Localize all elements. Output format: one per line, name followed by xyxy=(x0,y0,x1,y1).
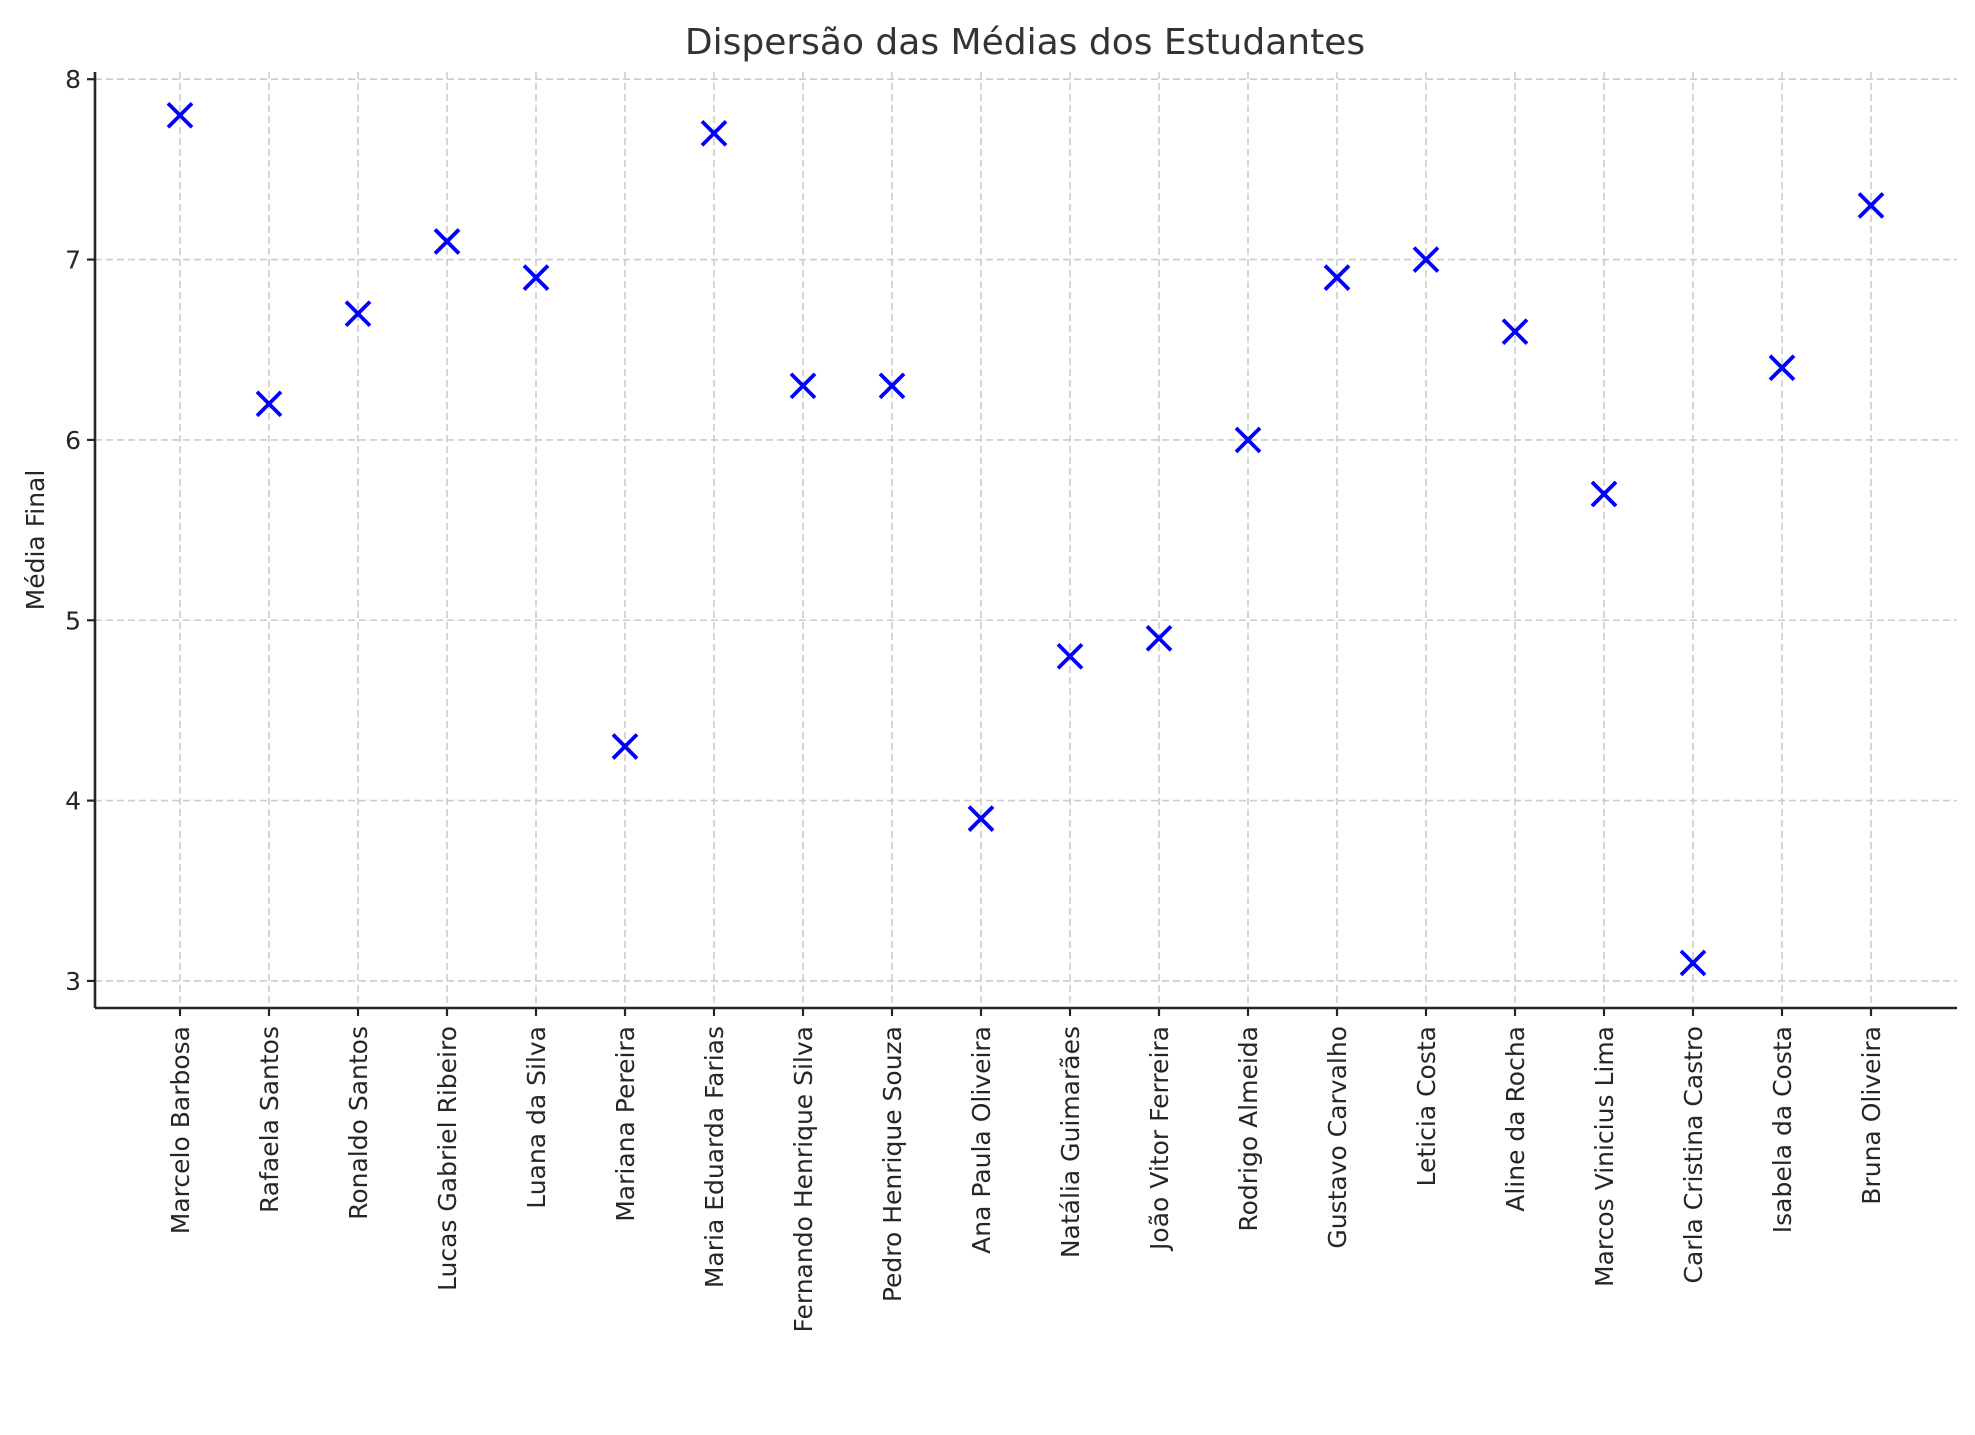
x-tick-label: Ana Paula Oliveira xyxy=(967,1026,996,1254)
data-point-x-marker xyxy=(255,390,283,418)
data-point-x-marker xyxy=(1768,354,1796,382)
y-tick-label: 8 xyxy=(65,65,81,94)
data-point-x-marker xyxy=(166,101,194,129)
x-tick-label: Lucas Gabriel Ribeiro xyxy=(433,1026,462,1291)
x-tick-label: Carla Cristina Castro xyxy=(1679,1026,1708,1283)
x-tick-label: Maria Eduarda Farias xyxy=(700,1026,729,1288)
y-tick-label: 5 xyxy=(65,606,81,635)
data-point-x-marker xyxy=(1501,318,1529,346)
y-tick-label: 7 xyxy=(65,246,81,275)
x-tick-label: Marcelo Barbosa xyxy=(166,1026,195,1234)
x-tick-label: Rodrigo Almeida xyxy=(1234,1026,1263,1232)
data-point-x-marker xyxy=(1323,264,1351,291)
data-point-x-marker xyxy=(1234,426,1262,454)
chart-title: Dispersão das Médias dos Estudantes xyxy=(685,22,1365,63)
x-tick-label: Aline da Rocha xyxy=(1501,1026,1530,1212)
grid-lines xyxy=(95,72,1957,1008)
data-point-x-marker xyxy=(1412,246,1440,273)
x-tick-label: João Vitor Ferreira xyxy=(1145,1026,1174,1252)
x-tick-label: Ronaldo Santos xyxy=(344,1026,373,1220)
x-tick-label: Leticia Costa xyxy=(1412,1026,1441,1186)
y-tick-label: 3 xyxy=(65,967,81,996)
data-point-x-marker xyxy=(522,264,550,291)
data-point-x-marker xyxy=(878,372,906,400)
y-tick-label: 6 xyxy=(65,426,81,455)
data-points xyxy=(166,101,1885,977)
data-point-x-marker xyxy=(1056,642,1084,670)
data-point-x-marker xyxy=(1145,624,1173,652)
data-point-x-marker xyxy=(1679,949,1707,977)
x-tick-label: Rafaela Santos xyxy=(255,1026,284,1213)
y-axis-label: Média Final xyxy=(21,470,50,611)
x-tick-label: Bruna Oliveira xyxy=(1857,1026,1886,1205)
data-point-x-marker xyxy=(611,733,639,760)
x-tick-label: Natália Guimarães xyxy=(1056,1026,1085,1258)
x-tick-label: Isabela da Costa xyxy=(1768,1026,1797,1233)
x-tick-label: Pedro Henrique Souza xyxy=(878,1026,907,1302)
data-point-x-marker xyxy=(700,119,728,147)
data-point-x-marker xyxy=(967,805,995,832)
y-tick-label: 4 xyxy=(65,787,81,816)
data-point-x-marker xyxy=(789,372,817,400)
x-tick-label: Fernando Henrique Silva xyxy=(789,1026,818,1333)
x-tick-label: Luana da Silva xyxy=(522,1026,551,1209)
x-tick-label: Gustavo Carvalho xyxy=(1323,1026,1352,1249)
data-point-x-marker xyxy=(1857,192,1885,219)
x-tick-label: Marcos Vinicius Lima xyxy=(1590,1026,1619,1287)
x-tick-label: Mariana Pereira xyxy=(611,1026,640,1222)
data-point-x-marker xyxy=(1590,480,1618,508)
axes: 3 4 5 6 7 8 Marcelo Barbosa Rafaela Santos Ronal… xyxy=(65,65,1957,1333)
data-point-x-marker xyxy=(433,228,461,255)
data-point-x-marker xyxy=(344,300,372,328)
